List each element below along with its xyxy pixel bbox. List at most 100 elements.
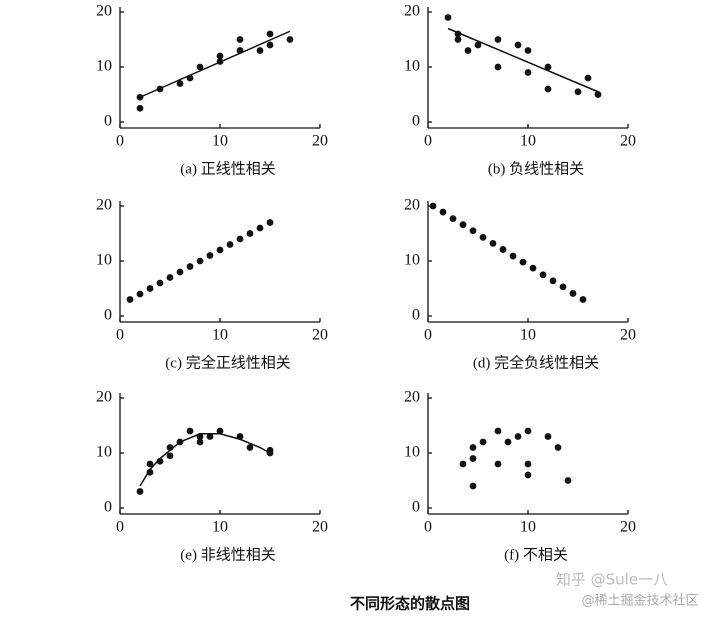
y-tick-label: 10 xyxy=(96,252,112,269)
point xyxy=(459,221,467,229)
point xyxy=(544,63,552,71)
x-tick-label: 0 xyxy=(424,519,432,536)
point xyxy=(494,460,502,468)
y-tick-label: 20 xyxy=(96,197,112,214)
point xyxy=(236,235,244,243)
point xyxy=(474,41,482,49)
y-tick-label: 20 xyxy=(404,389,420,406)
point xyxy=(126,296,134,303)
point xyxy=(469,455,477,462)
point xyxy=(196,63,204,71)
x-tick-label: 20 xyxy=(312,519,328,536)
x-tick-label: 0 xyxy=(424,133,432,150)
y-tick-label: 20 xyxy=(96,3,112,20)
point xyxy=(494,63,502,71)
point xyxy=(544,85,552,93)
point xyxy=(176,80,184,87)
point xyxy=(176,268,184,276)
point xyxy=(166,452,174,460)
y-tick-label: 10 xyxy=(404,252,420,269)
y-tick-label: 10 xyxy=(96,58,112,75)
point xyxy=(524,460,532,468)
point xyxy=(494,36,502,43)
point xyxy=(246,230,254,237)
point xyxy=(524,47,532,54)
panel-title: (e) 非线性相关 xyxy=(180,546,275,563)
point xyxy=(186,427,194,435)
panel-title: (d) 完全负线性相关 xyxy=(473,353,599,371)
point xyxy=(266,41,274,49)
y-tick-label: 10 xyxy=(404,58,420,75)
point xyxy=(559,283,567,291)
point xyxy=(464,47,472,54)
x-tick-label: 10 xyxy=(212,133,228,150)
x-tick-label: 10 xyxy=(520,327,536,344)
point xyxy=(216,427,224,435)
x-tick-label: 10 xyxy=(212,327,228,344)
x-tick-label: 20 xyxy=(312,133,328,150)
point xyxy=(166,444,174,451)
panel-title: (b) 负线性相关 xyxy=(488,160,584,177)
caption: 不同形态的散点图 xyxy=(350,595,470,613)
point xyxy=(176,438,184,446)
point xyxy=(186,263,194,270)
x-tick-label: 0 xyxy=(116,133,124,150)
y-tick-label: 0 xyxy=(412,499,420,516)
point xyxy=(429,202,437,210)
point xyxy=(236,433,244,440)
point xyxy=(519,258,527,266)
point xyxy=(266,30,274,38)
point xyxy=(156,279,164,287)
point xyxy=(529,264,537,272)
point xyxy=(256,47,264,54)
x-tick-label: 20 xyxy=(620,133,636,150)
point xyxy=(469,444,477,451)
point xyxy=(449,215,457,223)
point xyxy=(196,438,204,446)
point xyxy=(504,438,512,446)
point xyxy=(469,482,477,490)
x-tick-label: 0 xyxy=(116,519,124,536)
y-tick-label: 20 xyxy=(404,3,420,20)
point xyxy=(469,227,477,235)
point xyxy=(479,233,487,241)
point xyxy=(266,446,274,454)
point xyxy=(524,427,532,435)
point xyxy=(579,296,587,303)
y-tick-label: 10 xyxy=(96,444,112,461)
x-tick-label: 20 xyxy=(620,327,636,344)
point xyxy=(186,74,194,82)
point xyxy=(524,471,532,479)
point xyxy=(544,433,552,440)
point xyxy=(509,252,517,260)
y-tick-label: 20 xyxy=(404,197,420,214)
watermark: @稀土掘金技术社区 xyxy=(581,593,698,609)
point xyxy=(444,14,452,21)
point xyxy=(539,271,547,279)
point xyxy=(216,58,224,65)
point xyxy=(146,460,154,468)
x-tick-label: 10 xyxy=(520,519,536,536)
point xyxy=(554,444,562,451)
y-tick-label: 0 xyxy=(104,499,112,516)
point xyxy=(146,468,154,476)
x-tick-label: 20 xyxy=(312,327,328,344)
point xyxy=(136,488,144,495)
point xyxy=(454,36,462,43)
point xyxy=(479,438,487,446)
point xyxy=(569,290,577,297)
point xyxy=(216,246,224,254)
panel-title: (f) 不相关 xyxy=(504,546,568,563)
point xyxy=(206,433,214,440)
y-tick-label: 0 xyxy=(104,113,112,130)
point xyxy=(156,85,164,93)
point xyxy=(236,47,244,54)
point xyxy=(514,433,522,440)
point xyxy=(549,277,557,285)
y-tick-label: 0 xyxy=(104,307,112,324)
y-tick-label: 0 xyxy=(412,113,420,130)
point xyxy=(136,104,144,112)
point xyxy=(524,69,532,76)
point xyxy=(266,219,274,226)
point xyxy=(459,460,467,468)
